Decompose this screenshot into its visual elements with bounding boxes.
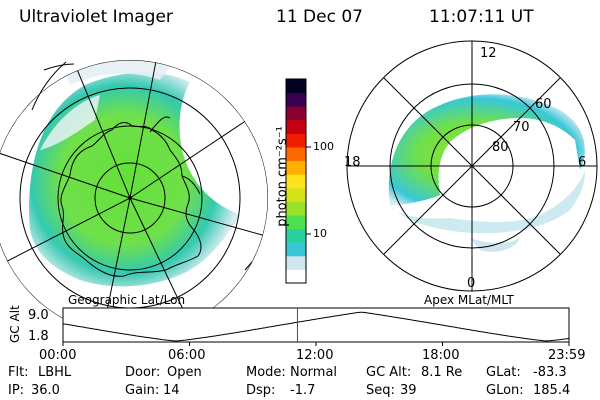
alt-xtick-12: 12:00 xyxy=(296,348,334,363)
colorbar-swatch xyxy=(286,215,306,230)
colorbar xyxy=(286,79,306,284)
alt-ytick-9: 9.0 xyxy=(28,308,49,323)
alt-ylabel: GC Alt xyxy=(8,305,22,343)
aurora-emission-right xyxy=(388,94,585,206)
info-seq-label: Seq: xyxy=(366,383,395,398)
info-glat-label: GLat: xyxy=(486,365,521,380)
time-label: 11:07:11 UT xyxy=(429,7,534,27)
colorbar-swatch xyxy=(286,92,306,107)
colorbar-swatch xyxy=(286,79,306,94)
info-glat-value: -83.3 xyxy=(533,365,567,380)
info-gcalt-value: 8.1 Re xyxy=(421,365,463,380)
info-dsp-value: -1.7 xyxy=(290,383,316,398)
altitude-plot xyxy=(62,307,570,346)
info-door-value: Open xyxy=(167,365,202,380)
colorbar-tick-10: 10 xyxy=(313,227,327,240)
colorbar-swatch xyxy=(286,228,306,243)
colorbar-swatch xyxy=(286,133,306,148)
mlat-label-80: 80 xyxy=(492,140,509,155)
instrument-title: Ultraviolet Imager xyxy=(19,7,173,27)
alt-xtick-18: 18:00 xyxy=(422,348,460,363)
mlat-grid xyxy=(346,40,598,292)
info-glon-label: GLon: xyxy=(486,383,524,398)
colorbar-tick-100: 100 xyxy=(313,140,334,153)
info-ip-value: 36.0 xyxy=(31,383,60,398)
info-glon-value: 185.4 xyxy=(533,383,571,398)
left-caption: Geographic Lat/Lon xyxy=(68,293,186,307)
alt-ytick-1: 1.8 xyxy=(28,329,49,344)
alt-xtick-24: 23:59 xyxy=(548,348,586,363)
info-flt-value: LBHL xyxy=(38,365,72,380)
alt-xtick-0: 00:00 xyxy=(39,348,77,363)
info-seq-value: 39 xyxy=(400,383,417,398)
mlt-label-0: 0 xyxy=(467,276,476,291)
info-gain-label: Gain: xyxy=(125,383,160,398)
info-ip-label: IP: xyxy=(8,383,25,398)
colorbar-swatch xyxy=(286,106,306,121)
colorbar-swatch xyxy=(286,174,306,189)
info-mode-value: Normal xyxy=(290,365,338,380)
right-caption: Apex MLat/MLT xyxy=(424,293,514,307)
info-mode-label: Mode: xyxy=(246,365,286,380)
colorbar-swatch xyxy=(286,147,306,162)
info-door-label: Door: xyxy=(125,365,161,380)
info-dsp-label: Dsp: xyxy=(246,383,276,398)
colorbar-swatch xyxy=(286,269,306,284)
mlt-label-18: 18 xyxy=(344,155,361,170)
colorbar-swatch xyxy=(286,160,306,175)
colorbar-label: photon cm⁻²s⁻¹ xyxy=(274,126,290,227)
info-gain-value: 14 xyxy=(163,383,180,398)
date-label: 11 Dec 07 xyxy=(276,7,363,27)
continent-outline xyxy=(60,122,202,277)
info-gcalt-label: GC Alt: xyxy=(366,365,412,380)
mlt-label-12: 12 xyxy=(480,46,497,61)
mlat-label-70: 70 xyxy=(513,120,530,135)
geographic-map xyxy=(0,60,268,336)
colorbar-swatch xyxy=(286,255,306,270)
colorbar-swatch xyxy=(286,201,306,216)
info-flt-label: Flt: xyxy=(8,365,29,380)
altitude-curve xyxy=(63,311,569,342)
colorbar-swatch xyxy=(286,187,306,202)
alt-xtick-6: 06:00 xyxy=(168,348,206,363)
colorbar-swatch xyxy=(286,119,306,134)
mlt-label-6: 6 xyxy=(578,155,587,170)
mlat-label-60: 60 xyxy=(535,97,552,112)
colorbar-swatch xyxy=(286,242,306,257)
